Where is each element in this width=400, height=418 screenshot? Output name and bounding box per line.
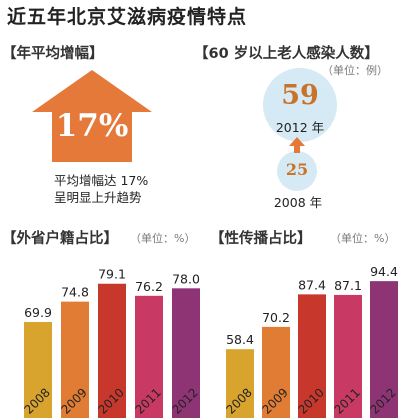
elderly-value-2012: 59 xyxy=(281,80,319,111)
chart2-value-label-2012: 94.4 xyxy=(370,264,398,279)
chart1-value-label-2012: 78.0 xyxy=(172,271,200,286)
chart2-value-label-2010: 87.4 xyxy=(298,277,326,292)
chart2-bar-2011 xyxy=(334,294,362,418)
chart1-bar-2009 xyxy=(61,301,89,418)
chart1-bar-2008 xyxy=(24,322,52,418)
chart1-value-label-2010: 79.1 xyxy=(98,267,126,282)
elderly-unit: （单位：例） xyxy=(322,64,388,77)
chart2-bar-2009 xyxy=(262,326,290,418)
chart1-title: 【外省户籍占比】 xyxy=(2,231,118,247)
chart1-bar-2010 xyxy=(98,283,126,418)
chart1-bar-2012 xyxy=(172,288,200,418)
bubble-2012 xyxy=(263,68,337,142)
chart1-value-label-2011: 76.2 xyxy=(135,279,163,294)
chart2-bar-2012 xyxy=(370,281,398,418)
elderly-value-2008: 25 xyxy=(285,160,309,179)
elderly-year-2012: 2012 年 xyxy=(275,120,325,135)
small-arrow-icon xyxy=(289,137,305,153)
chart2-value-label-2009: 70.2 xyxy=(262,310,290,325)
chart2-value-label-2008: 58.4 xyxy=(226,332,254,347)
growth-desc-line2: 呈明显上升趋势 xyxy=(54,190,142,205)
growth-section-title: 【年平均增幅】 xyxy=(2,46,104,62)
chart1-value-label-2009: 74.8 xyxy=(61,285,89,300)
elderly-year-2008: 2008 年 xyxy=(273,195,323,210)
chart1-bar-2011 xyxy=(135,295,163,418)
page-title: 近五年北京艾滋病疫情特点 xyxy=(7,6,248,28)
growth-value: 17% xyxy=(55,108,129,144)
up-arrow-icon xyxy=(32,70,152,162)
chart2-bar-2008 xyxy=(226,349,254,418)
elderly-section-title: 【60 岁以上老人感染人数】 xyxy=(194,46,379,62)
chart2-unit: （单位：%） xyxy=(330,232,396,245)
growth-desc-line1: 平均增幅达 17% xyxy=(54,173,149,188)
chart1-unit: （单位：%） xyxy=(130,232,196,245)
bubble-2008 xyxy=(277,151,317,191)
chart2-value-label-2011: 87.1 xyxy=(334,278,362,293)
chart2-title: 【性传播占比】 xyxy=(210,231,312,247)
chart2-bar-2010 xyxy=(298,294,326,418)
chart1-value-label-2008: 69.9 xyxy=(24,305,52,320)
